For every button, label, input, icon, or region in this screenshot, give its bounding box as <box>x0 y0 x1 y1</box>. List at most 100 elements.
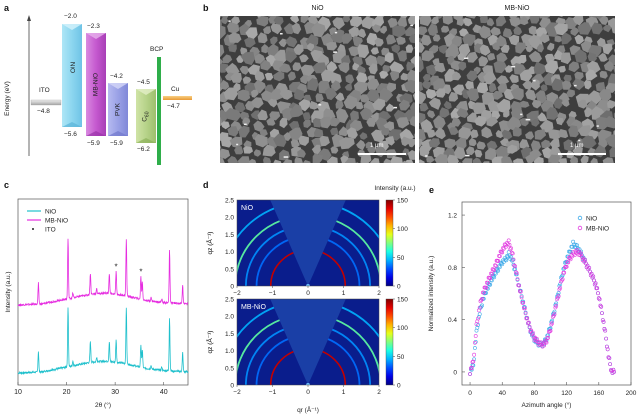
x-tick-label: 10 <box>14 389 22 396</box>
sem-grain <box>483 71 497 85</box>
sem-grain <box>332 17 345 30</box>
data-point <box>606 355 611 360</box>
sem-grain <box>496 75 510 85</box>
data-point <box>542 343 547 348</box>
data-point <box>550 318 555 323</box>
sem-grain <box>522 80 533 90</box>
sem-grain <box>370 158 380 163</box>
sem-grain <box>338 126 349 137</box>
sem-grain <box>476 141 486 150</box>
sem-grain <box>596 37 606 48</box>
sem-grain <box>568 61 580 73</box>
data-point <box>493 263 497 268</box>
x-tick-label: 2 <box>377 389 381 396</box>
sem-grain <box>320 116 333 129</box>
sem-bright-spot <box>573 84 577 87</box>
data-point <box>473 340 477 345</box>
y-axis-label: qz (Å⁻¹) <box>205 232 214 255</box>
sem-grain <box>227 21 240 34</box>
sem-grain <box>257 32 268 44</box>
x-tick-label: 80 <box>531 390 539 397</box>
sem-grain <box>220 79 230 90</box>
data-point <box>519 295 524 300</box>
sem-grain <box>346 127 358 139</box>
sem-grain <box>455 137 467 149</box>
sem-grain <box>330 146 339 154</box>
pvk-band-label: PVK <box>114 103 122 117</box>
sem-grain <box>607 99 615 109</box>
data-point <box>497 254 502 259</box>
sem-grain <box>581 135 597 149</box>
panel-a-label: a <box>4 3 10 13</box>
sem-grain <box>450 60 462 71</box>
sem-grain <box>228 44 237 53</box>
data-point <box>489 272 494 276</box>
sem-grain <box>465 16 477 19</box>
sem-grain <box>273 159 282 163</box>
sem-grain <box>447 154 459 163</box>
sem-grain <box>409 116 415 127</box>
data-point <box>611 367 616 372</box>
x-tick-label: 30 <box>111 389 119 396</box>
sem-grain <box>538 16 550 19</box>
sem-grain <box>551 78 566 92</box>
series-line-nio <box>17 307 189 376</box>
data-point <box>493 271 498 276</box>
sem-grain <box>546 107 560 120</box>
data-point <box>509 255 514 260</box>
colorbar-tick-label: 0 <box>397 284 401 291</box>
sem-grain <box>468 137 477 147</box>
sem-grain <box>253 149 262 157</box>
sem-grain <box>543 72 555 86</box>
sem-grain <box>348 26 361 39</box>
sem-grain <box>405 44 414 53</box>
mb-nio-band-label: MB-NiO <box>92 72 100 97</box>
sem-grain <box>458 61 467 71</box>
x-tick-label: 160 <box>593 390 604 397</box>
sem-grain <box>493 60 507 74</box>
missing-wedge <box>270 200 346 286</box>
sem-grain <box>496 35 507 47</box>
sem-grain <box>266 43 279 58</box>
sem-grain <box>481 126 493 139</box>
sem-bright-spot <box>333 51 337 53</box>
sem-grain <box>303 160 311 163</box>
sem-grain <box>352 35 363 47</box>
sem-grain <box>510 87 524 101</box>
sem-grain <box>293 88 304 101</box>
sem-grain <box>403 79 415 94</box>
sem-grain <box>531 118 540 127</box>
sem-grain <box>444 138 457 149</box>
sem-bright-spot <box>244 123 247 126</box>
sem-grain <box>391 44 400 54</box>
mb-nio-top-value: −2.3 <box>87 23 100 30</box>
sem-grain <box>361 16 375 30</box>
data-point <box>509 246 514 251</box>
xrd-chart: 10 20 30 40 2θ (°) Intensity (a.u.) NiO MB-NiO I… <box>5 198 189 409</box>
sem-grain <box>572 16 584 26</box>
sem-grain <box>237 156 251 163</box>
data-point <box>469 366 473 371</box>
sem-grain <box>220 58 224 66</box>
sem-grain <box>254 133 268 148</box>
sem-grain <box>312 153 323 163</box>
sem-grain <box>270 88 284 100</box>
sem-bright-spot <box>520 113 523 116</box>
sem-grain <box>602 43 613 55</box>
data-point <box>545 336 550 341</box>
sem-grain <box>344 157 356 163</box>
scale-bar-nio <box>358 153 406 155</box>
sem-grain <box>324 87 338 101</box>
sem-grain <box>269 111 281 121</box>
sem-grain <box>434 154 448 163</box>
sem-grain <box>314 128 324 138</box>
data-point <box>587 266 592 270</box>
data-point <box>510 250 514 255</box>
data-point <box>608 368 613 373</box>
sem-grain <box>509 74 519 83</box>
data-point <box>480 297 485 301</box>
sem-grain <box>414 62 415 69</box>
data-point <box>526 321 530 326</box>
colorbar-tick-label: 0 <box>397 383 401 390</box>
sem-grain <box>515 162 518 163</box>
